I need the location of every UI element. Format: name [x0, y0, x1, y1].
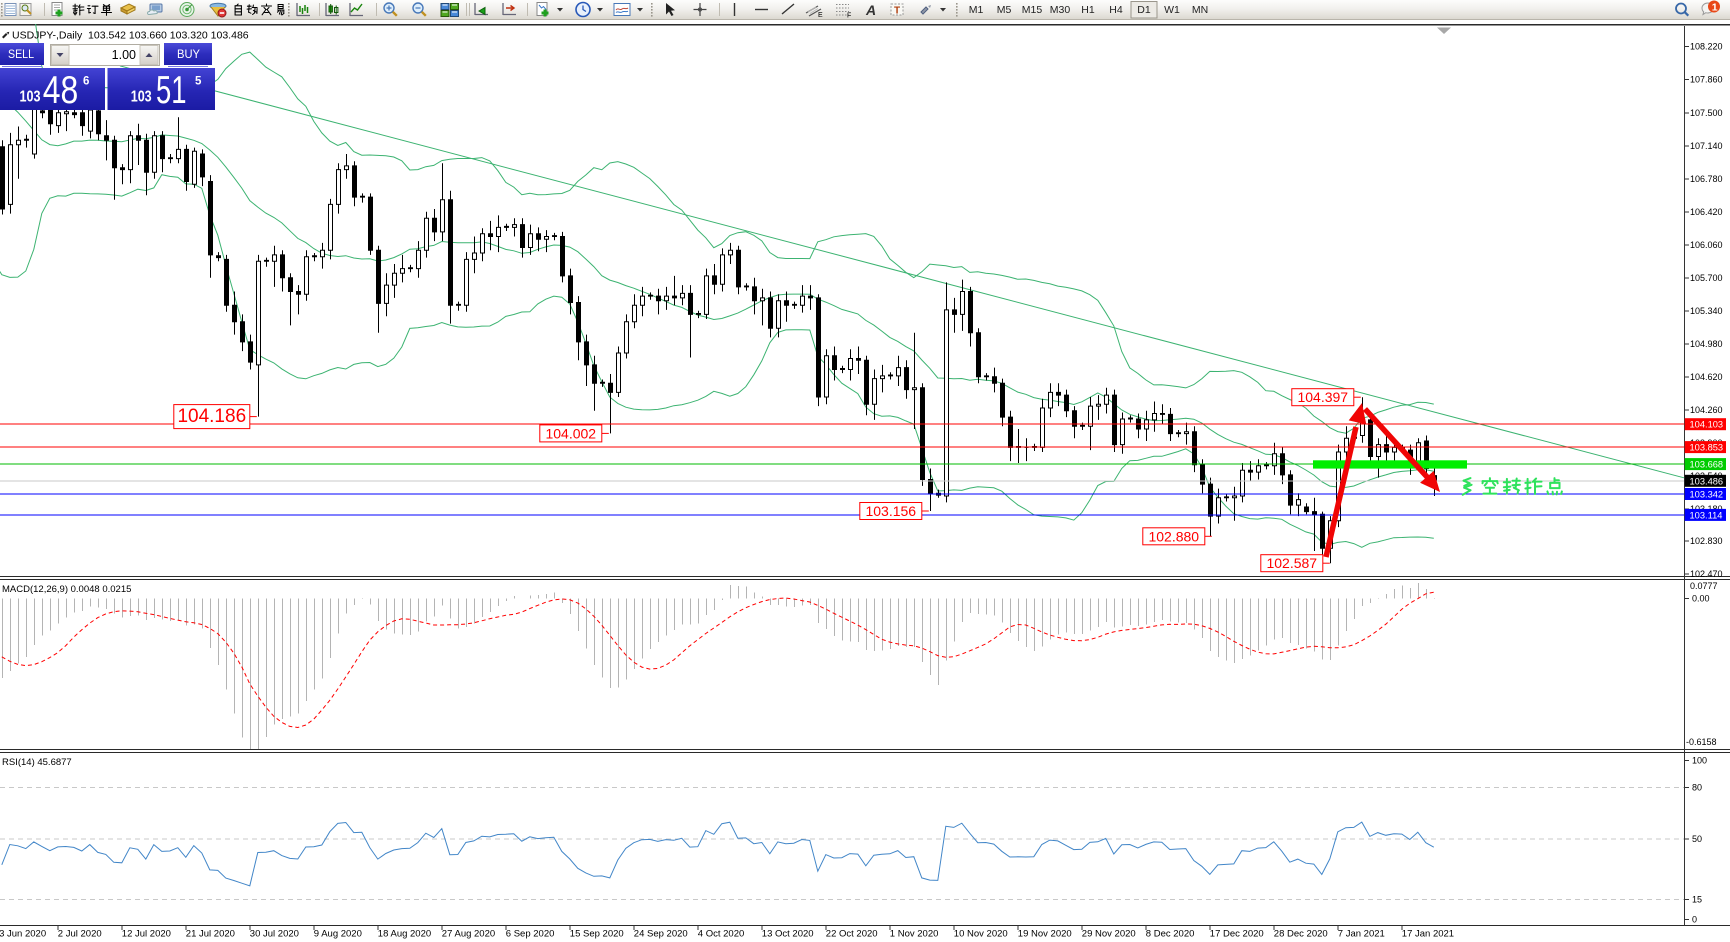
svg-text:106.060: 106.060	[1690, 240, 1723, 250]
svg-text:A: A	[865, 2, 876, 18]
svg-text:80: 80	[1692, 782, 1702, 792]
svg-text:9 Aug 2020: 9 Aug 2020	[314, 929, 362, 940]
svg-text:104.103: 104.103	[1690, 420, 1724, 430]
svg-text:15: 15	[1692, 895, 1702, 905]
svg-text:0: 0	[1692, 915, 1697, 925]
svg-text:W1: W1	[1164, 4, 1180, 16]
svg-text:107.500: 107.500	[1690, 108, 1723, 118]
svg-text:M1: M1	[969, 4, 984, 16]
svg-text:T: T	[894, 6, 900, 17]
svg-text:103.853: 103.853	[1690, 443, 1724, 453]
svg-text:1: 1	[1712, 2, 1718, 14]
svg-text:7 Jan 2021: 7 Jan 2021	[1338, 929, 1385, 940]
svg-text:USDJPY-,Daily 103.542 103.660: USDJPY-,Daily 103.542 103.660 103.320 10…	[12, 30, 249, 42]
svg-text:50: 50	[1692, 834, 1702, 844]
svg-text:MN: MN	[1192, 4, 1208, 16]
svg-text:48: 48	[43, 69, 79, 112]
svg-text:8 Dec 2020: 8 Dec 2020	[1146, 929, 1195, 940]
svg-text:28 Dec 2020: 28 Dec 2020	[1274, 929, 1328, 940]
svg-text:29 Nov 2020: 29 Nov 2020	[1082, 929, 1136, 940]
svg-text:103.342: 103.342	[1690, 490, 1724, 500]
svg-text:100: 100	[1692, 756, 1707, 766]
svg-text:103.668: 103.668	[1690, 460, 1724, 470]
svg-text:E: E	[818, 12, 823, 19]
svg-text:106.420: 106.420	[1690, 207, 1723, 217]
svg-text:107.140: 107.140	[1690, 141, 1723, 151]
svg-text:103.114: 103.114	[1690, 510, 1723, 520]
svg-text:M30: M30	[1050, 4, 1071, 16]
svg-text:4 Oct 2020: 4 Oct 2020	[698, 929, 744, 940]
svg-text:13 Oct 2020: 13 Oct 2020	[762, 929, 814, 940]
svg-text:17 Dec 2020: 17 Dec 2020	[1210, 929, 1264, 940]
svg-text:-0.6158: -0.6158	[1686, 737, 1717, 747]
svg-text:BUY: BUY	[177, 47, 200, 61]
svg-text:22 Oct 2020: 22 Oct 2020	[826, 929, 878, 940]
svg-text:108.220: 108.220	[1690, 42, 1723, 52]
svg-text:1.00: 1.00	[112, 48, 136, 62]
svg-text:2 Jul 2020: 2 Jul 2020	[58, 929, 102, 940]
svg-text:15 Sep 2020: 15 Sep 2020	[570, 929, 624, 940]
svg-text:103.180: 103.180	[1690, 504, 1723, 514]
svg-text:6 Sep 2020: 6 Sep 2020	[506, 929, 555, 940]
svg-text:F: F	[847, 13, 851, 20]
svg-text:18 Aug 2020: 18 Aug 2020	[378, 929, 431, 940]
svg-text:105.700: 105.700	[1690, 273, 1723, 283]
svg-text:M15: M15	[1022, 4, 1043, 16]
svg-text:102.880: 102.880	[1148, 528, 1199, 544]
svg-text:103: 103	[20, 89, 41, 106]
svg-text:5: 5	[195, 76, 202, 88]
svg-text:0.0777: 0.0777	[1690, 581, 1718, 591]
svg-text:104.260: 104.260	[1690, 405, 1723, 415]
svg-text:104.002: 104.002	[545, 425, 596, 441]
svg-text:M5: M5	[997, 4, 1012, 16]
svg-text:D1: D1	[1137, 4, 1151, 16]
svg-text:102.830: 102.830	[1690, 536, 1723, 546]
svg-text:103.486: 103.486	[1690, 476, 1724, 486]
svg-text:103: 103	[131, 89, 152, 106]
svg-text:21 Jul 2020: 21 Jul 2020	[186, 929, 235, 940]
svg-text:102.470: 102.470	[1690, 569, 1723, 579]
svg-text:105.340: 105.340	[1690, 306, 1723, 316]
svg-text:30 Jul 2020: 30 Jul 2020	[250, 929, 299, 940]
svg-text:17 Jan 2021: 17 Jan 2021	[1402, 929, 1454, 940]
svg-text:19 Nov 2020: 19 Nov 2020	[1018, 929, 1072, 940]
svg-text:H1: H1	[1081, 4, 1095, 16]
svg-text:24 Sep 2020: 24 Sep 2020	[634, 929, 688, 940]
svg-text:23 Jun 2020: 23 Jun 2020	[0, 929, 46, 940]
svg-text:12 Jul 2020: 12 Jul 2020	[122, 929, 171, 940]
svg-text:106.780: 106.780	[1690, 174, 1723, 184]
svg-text:10 Nov 2020: 10 Nov 2020	[954, 929, 1008, 940]
svg-text:51: 51	[156, 69, 187, 112]
svg-text:102.587: 102.587	[1266, 555, 1317, 571]
svg-text:104.980: 104.980	[1690, 339, 1723, 349]
svg-text:103.156: 103.156	[865, 503, 916, 519]
svg-text:6: 6	[83, 76, 89, 88]
svg-text:SELL: SELL	[8, 47, 34, 61]
svg-text:104.397: 104.397	[1297, 389, 1348, 405]
svg-text:MACD(12,26,9) 0.0048 0.0215: MACD(12,26,9) 0.0048 0.0215	[2, 584, 131, 595]
svg-text:104.620: 104.620	[1690, 372, 1723, 382]
svg-text:104.186: 104.186	[177, 406, 246, 427]
svg-text:27 Aug 2020: 27 Aug 2020	[442, 929, 495, 940]
svg-text:1 Nov 2020: 1 Nov 2020	[890, 929, 939, 940]
svg-text:107.860: 107.860	[1690, 75, 1723, 85]
svg-text:H4: H4	[1109, 4, 1123, 16]
svg-text:0.00: 0.00	[1692, 594, 1710, 604]
svg-text:RSI(14) 45.6877: RSI(14) 45.6877	[2, 757, 72, 768]
